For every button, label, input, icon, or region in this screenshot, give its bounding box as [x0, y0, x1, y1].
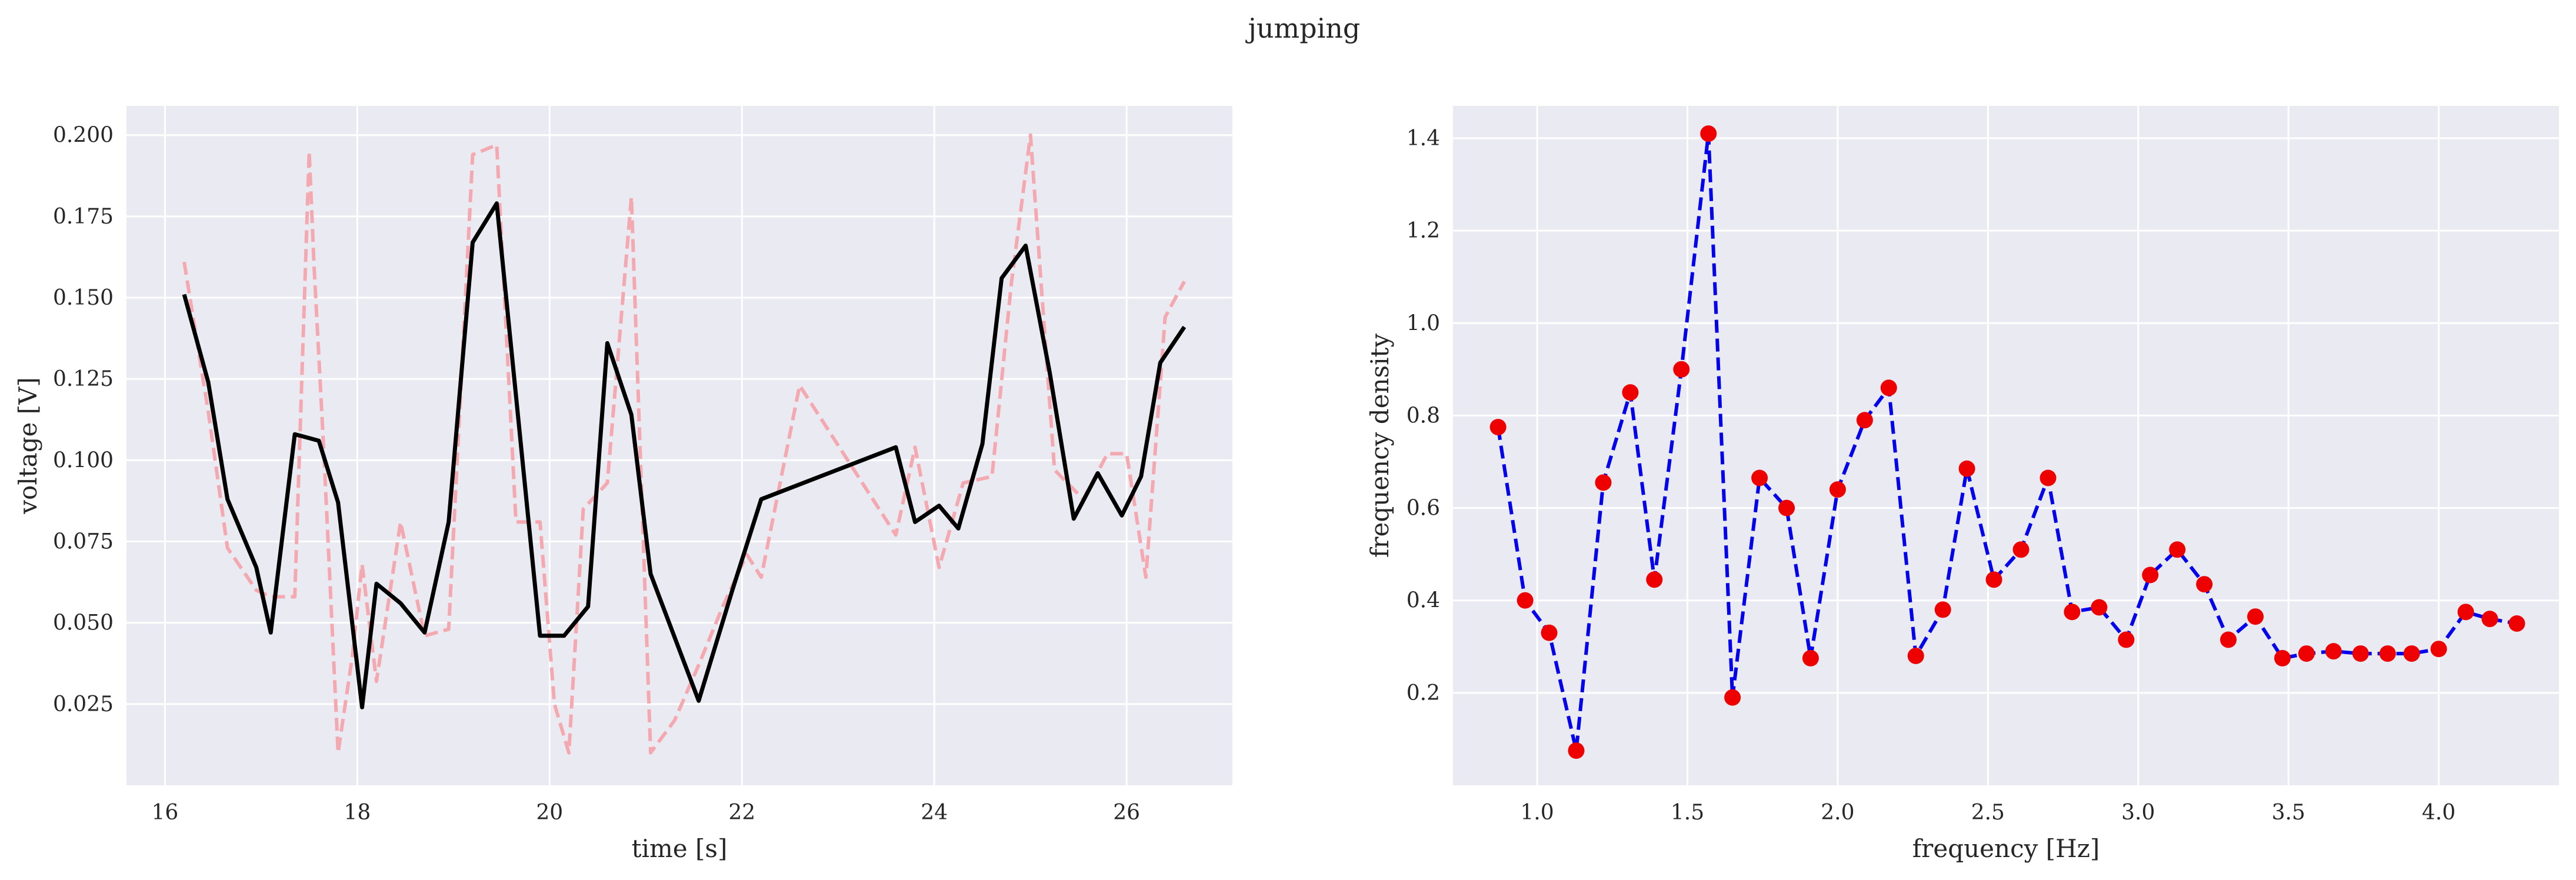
density-point	[1673, 361, 1690, 378]
density-point	[1517, 592, 1534, 609]
y-tick-label: 0.125	[53, 367, 114, 391]
y-tick-label: 1.0	[1407, 311, 1440, 335]
density-point	[1778, 499, 1795, 516]
x-tick-label: 3.5	[2272, 801, 2305, 825]
y-tick-label: 0.4	[1407, 589, 1440, 613]
smoothed-series-line	[182, 201, 1187, 709]
density-point	[2040, 469, 2057, 486]
density-point	[1829, 481, 1846, 498]
density-point	[1856, 412, 1873, 429]
density-point	[1541, 624, 1558, 641]
x-tick-label: 2.5	[1971, 801, 2005, 825]
x-tick-label: 3.0	[2121, 801, 2155, 825]
y-tick-label: 0.075	[53, 530, 114, 554]
x-axis-label: time [s]	[632, 834, 728, 863]
density-point	[2430, 641, 2447, 658]
y-axis-label: frequency density	[1365, 334, 1394, 558]
density-point	[1958, 460, 1975, 477]
frequency-density-plot: 1.0 1.5 2.0 2.5 3.0 3.5 4.0 0.2 0.4 0.6 0.8 1.0 1.2 1…	[1365, 106, 2559, 863]
x-tick-label: 22	[728, 801, 755, 825]
x-tick-label: 4.0	[2422, 801, 2455, 825]
density-point	[2091, 599, 2108, 616]
y-tick-label: 0.200	[53, 124, 114, 148]
density-point	[1880, 379, 1897, 396]
density-point	[2196, 576, 2213, 593]
y-tick-label: 0.100	[53, 448, 114, 472]
density-point	[2481, 611, 2498, 628]
density-point	[2379, 645, 2396, 662]
density-point	[1595, 474, 1612, 491]
raw-series-line	[182, 133, 1186, 755]
density-point	[2169, 541, 2186, 558]
density-point	[1751, 469, 1768, 486]
density-point	[1646, 571, 1663, 588]
density-series-line	[1496, 132, 2518, 753]
density-point	[1907, 648, 1924, 664]
x-tick-label: 1.5	[1671, 801, 1704, 825]
y-tick-label: 0.175	[53, 205, 114, 229]
voltage-time-plot: 16 18 20 22 24 26 0.025 0.050 0.075 0.100 0.125 0.1…	[14, 106, 1232, 863]
y-tick-label: 0.6	[1407, 496, 1440, 521]
density-point	[1622, 384, 1639, 401]
density-point	[1568, 742, 1585, 759]
density-point	[2508, 615, 2525, 632]
x-tick-label: 2.0	[1821, 801, 1854, 825]
y-tick-label: 1.2	[1407, 219, 1440, 243]
density-point	[1724, 689, 1741, 706]
density-point	[2012, 541, 2030, 558]
density-point	[1802, 649, 1819, 666]
y-tick-label: 1.4	[1407, 126, 1440, 151]
y-tick-label: 0.8	[1407, 404, 1440, 428]
density-point	[2298, 645, 2315, 662]
x-tick-label: 18	[344, 801, 371, 825]
y-tick-label: 0.025	[53, 692, 114, 716]
figure-title: jumping	[1245, 12, 1361, 44]
density-point	[2220, 631, 2237, 648]
y-tick-label: 0.150	[53, 286, 114, 310]
density-point	[1489, 419, 1507, 436]
density-point	[2064, 604, 2081, 621]
plot-area	[1453, 106, 2559, 785]
density-point	[1700, 125, 1717, 142]
density-point	[2352, 645, 2369, 662]
density-point	[2325, 643, 2342, 660]
x-tick-label: 24	[921, 801, 948, 825]
x-tick-label: 1.0	[1520, 801, 1554, 825]
y-axis-label: voltage [V]	[14, 377, 42, 515]
density-point	[2403, 645, 2420, 662]
density-point	[2457, 604, 2474, 621]
density-point	[2274, 649, 2291, 666]
x-tick-label: 20	[536, 801, 563, 825]
y-tick-label: 0.2	[1407, 681, 1440, 705]
density-point	[2142, 566, 2159, 584]
x-axis-label: frequency [Hz]	[1912, 834, 2100, 863]
y-tick-label: 0.050	[53, 611, 114, 635]
density-point	[1985, 571, 2002, 588]
x-tick-label: 26	[1113, 801, 1140, 825]
density-point	[2247, 608, 2264, 625]
x-tick-label: 16	[151, 801, 178, 825]
density-point	[2118, 631, 2135, 648]
density-point	[1934, 601, 1951, 618]
